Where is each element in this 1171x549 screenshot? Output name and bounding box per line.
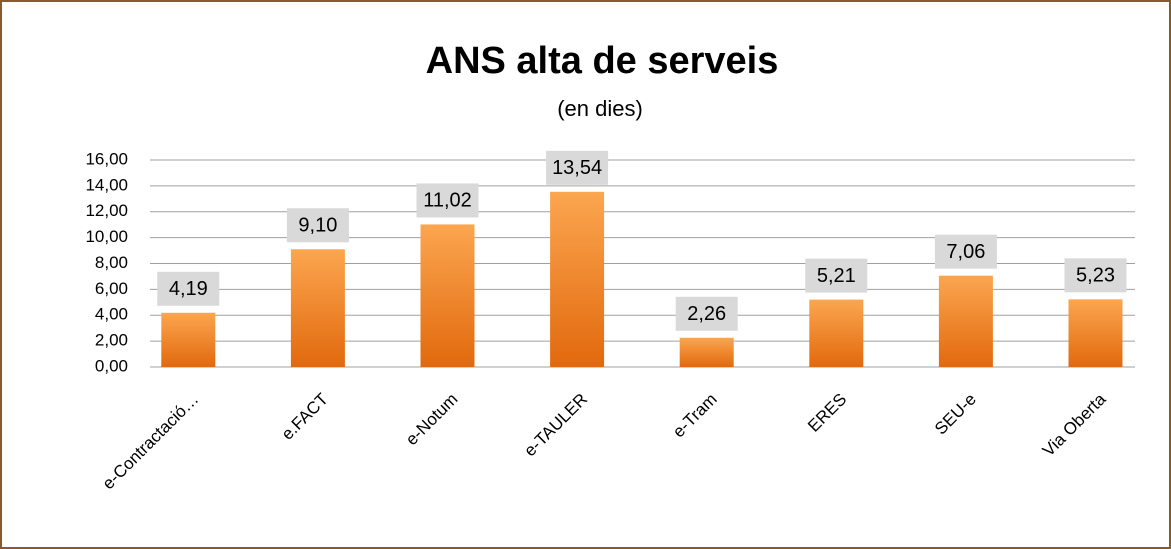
value-label-box bbox=[157, 271, 220, 306]
y-tick-label: 14,00 bbox=[85, 175, 128, 194]
value-label: 13,54 bbox=[552, 157, 602, 179]
bar bbox=[938, 275, 993, 367]
value-label: 5,21 bbox=[817, 265, 856, 287]
value-label-box bbox=[546, 150, 609, 185]
value-label-box bbox=[1064, 258, 1127, 293]
value-label-box bbox=[934, 234, 997, 269]
chart-title: ANS alta de serveis bbox=[426, 40, 779, 82]
value-label-box bbox=[675, 296, 738, 331]
value-label: 11,02 bbox=[423, 190, 472, 212]
value-label: 4,19 bbox=[169, 278, 208, 300]
y-tick-label: 8,00 bbox=[95, 253, 128, 272]
bar bbox=[550, 191, 605, 367]
bar bbox=[679, 337, 734, 367]
y-tick-label: 12,00 bbox=[85, 201, 128, 220]
value-label-box bbox=[416, 183, 479, 218]
value-label-box bbox=[805, 258, 868, 293]
value-label: 7,06 bbox=[946, 241, 985, 263]
bar bbox=[420, 224, 475, 367]
chart-subtitle: (en dies) bbox=[557, 96, 643, 121]
value-label: 5,23 bbox=[1076, 265, 1115, 287]
bar bbox=[809, 299, 864, 367]
y-tick-label: 4,00 bbox=[95, 305, 128, 324]
y-tick-label: 16,00 bbox=[85, 149, 128, 168]
value-label: 2,26 bbox=[687, 303, 726, 325]
bar bbox=[161, 312, 216, 367]
y-tick-label: 6,00 bbox=[95, 279, 128, 298]
value-label: 9,10 bbox=[298, 215, 337, 237]
y-tick-label: 10,00 bbox=[85, 227, 128, 246]
value-label-box bbox=[286, 208, 349, 243]
bar bbox=[290, 249, 345, 367]
y-tick-label: 2,00 bbox=[95, 331, 128, 350]
bar bbox=[1068, 299, 1123, 367]
y-tick-label: 0,00 bbox=[95, 356, 128, 375]
